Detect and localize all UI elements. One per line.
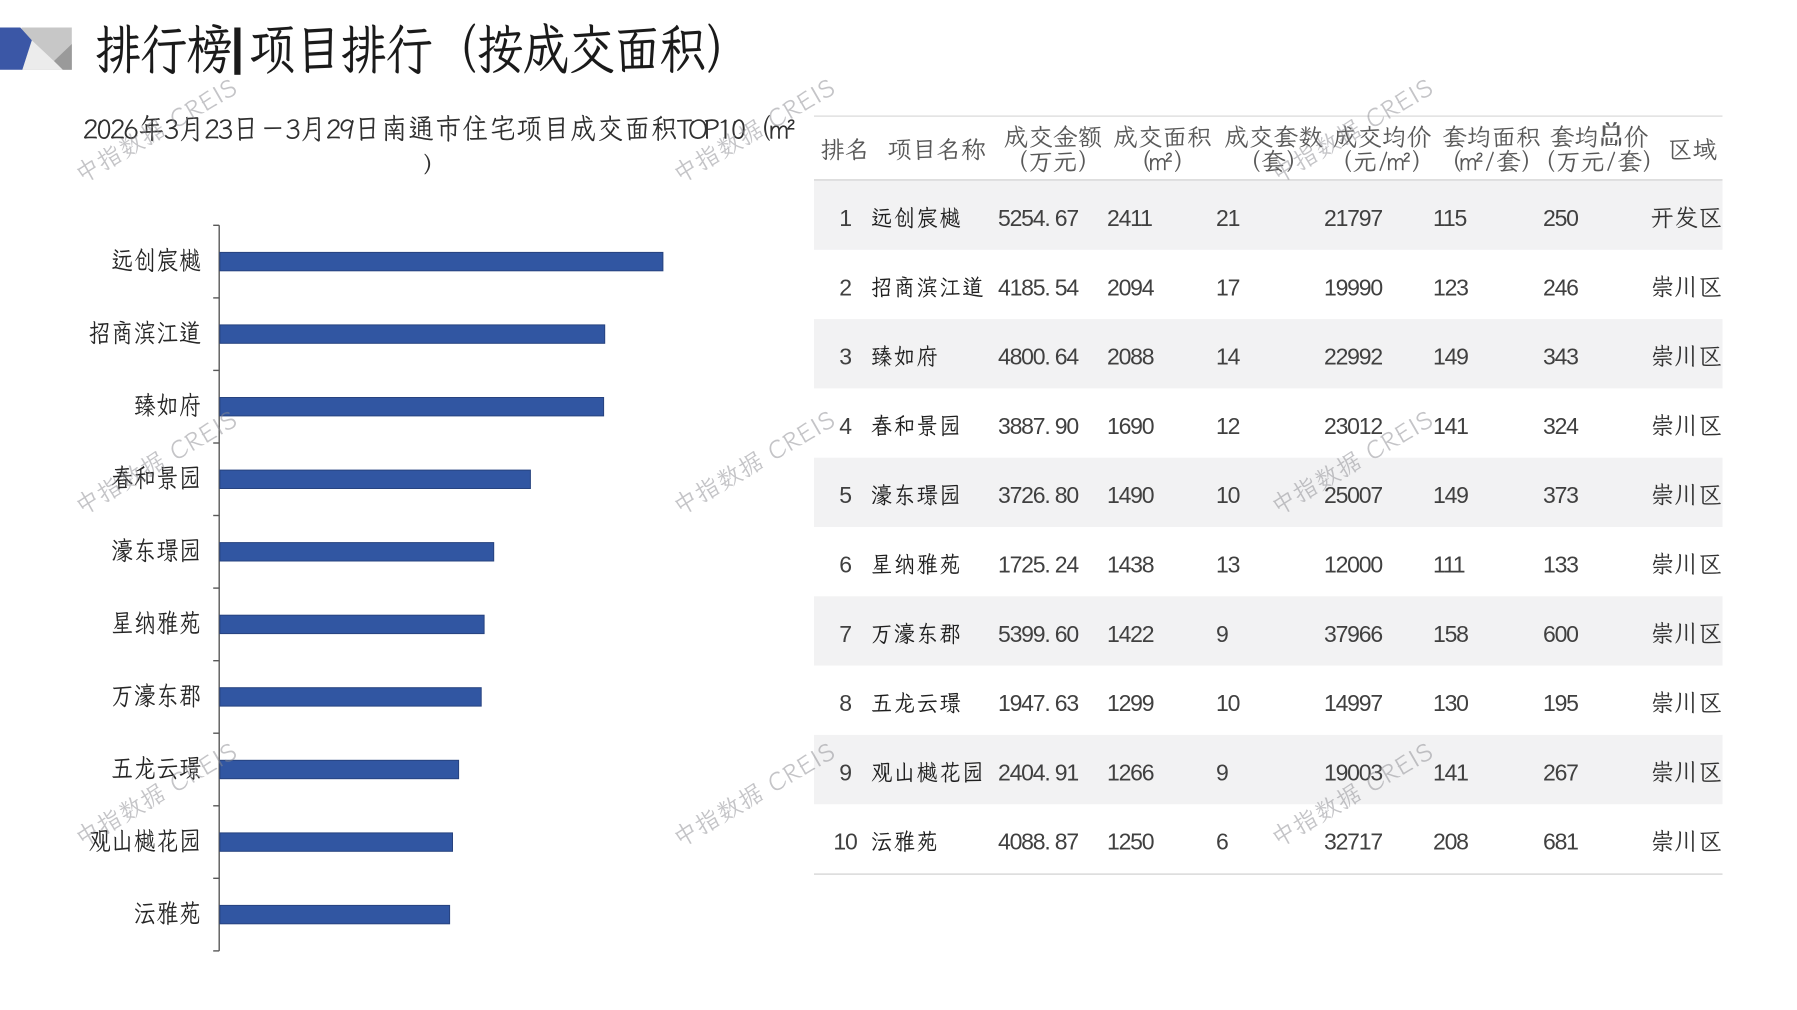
svg-text:12000: 12000 [1324,552,1382,578]
svg-text:1422: 1422 [1107,621,1154,647]
svg-text:9: 9 [1216,759,1228,785]
svg-text:111: 111 [1433,552,1465,578]
svg-text:1947. 63: 1947. 63 [998,690,1078,716]
svg-text:4185. 54: 4185. 54 [998,274,1079,300]
svg-text:1250: 1250 [1107,829,1154,855]
svg-text:4: 4 [839,413,852,439]
svg-text:8: 8 [839,690,851,716]
svg-text:123: 123 [1433,274,1468,300]
svg-text:373: 373 [1543,482,1578,508]
svg-text:37966: 37966 [1324,621,1382,647]
svg-text:267: 267 [1543,759,1578,785]
svg-text:208: 208 [1433,829,1468,855]
svg-text:1690: 1690 [1107,413,1154,439]
svg-text:9: 9 [1216,621,1228,647]
svg-text:3: 3 [839,344,851,370]
svg-text:4088. 87: 4088. 87 [998,829,1078,855]
svg-text:2: 2 [839,274,851,300]
svg-text:1490: 1490 [1107,482,1154,508]
svg-text:13: 13 [1216,552,1240,578]
svg-text:25007: 25007 [1324,482,1382,508]
svg-text:2094: 2094 [1107,274,1155,300]
svg-text:343: 343 [1543,344,1578,370]
svg-text:3726. 80: 3726. 80 [998,482,1078,508]
svg-text:5399. 60: 5399. 60 [998,621,1078,647]
svg-text:149: 149 [1433,482,1468,508]
svg-text:21797: 21797 [1324,205,1382,231]
svg-text:149: 149 [1433,344,1468,370]
svg-text:10: 10 [833,829,857,855]
svg-text:158: 158 [1433,621,1468,647]
svg-text:600: 600 [1543,621,1578,647]
svg-text:7: 7 [839,621,851,647]
svg-text:2411: 2411 [1107,205,1152,231]
svg-text:1299: 1299 [1107,690,1154,716]
svg-text:21: 21 [1216,205,1240,231]
svg-text:115: 115 [1433,205,1466,231]
svg-text:3887. 90: 3887. 90 [998,413,1078,439]
svg-text:141: 141 [1433,759,1468,785]
svg-text:32717: 32717 [1324,829,1382,855]
svg-text:5254. 67: 5254. 67 [998,205,1078,231]
svg-text:141: 141 [1433,413,1468,439]
svg-text:2088: 2088 [1107,344,1154,370]
svg-text:6: 6 [839,552,851,578]
svg-text:1: 1 [839,205,851,231]
svg-text:2404. 91: 2404. 91 [998,759,1078,785]
svg-text:14997: 14997 [1324,690,1382,716]
svg-text:133: 133 [1543,552,1578,578]
svg-text:246: 246 [1543,274,1578,300]
svg-text:19990: 19990 [1324,274,1382,300]
svg-text:14: 14 [1216,344,1241,370]
svg-text:6: 6 [1216,829,1228,855]
svg-text:5: 5 [839,482,851,508]
svg-text:195: 195 [1543,690,1578,716]
svg-text:681: 681 [1543,829,1578,855]
svg-text:1438: 1438 [1107,552,1154,578]
svg-text:10: 10 [1216,482,1240,508]
svg-text:22992: 22992 [1324,344,1382,370]
svg-text:324: 324 [1543,413,1579,439]
svg-text:17: 17 [1216,274,1240,300]
svg-text:12: 12 [1216,413,1240,439]
svg-text:130: 130 [1433,690,1468,716]
svg-text:10: 10 [1216,690,1240,716]
svg-text:1725. 24: 1725. 24 [998,552,1079,578]
svg-text:4800. 64: 4800. 64 [998,344,1079,370]
svg-text:9: 9 [839,759,851,785]
svg-text:23012: 23012 [1324,413,1382,439]
svg-text:250: 250 [1543,205,1578,231]
svg-text:1266: 1266 [1107,759,1154,785]
